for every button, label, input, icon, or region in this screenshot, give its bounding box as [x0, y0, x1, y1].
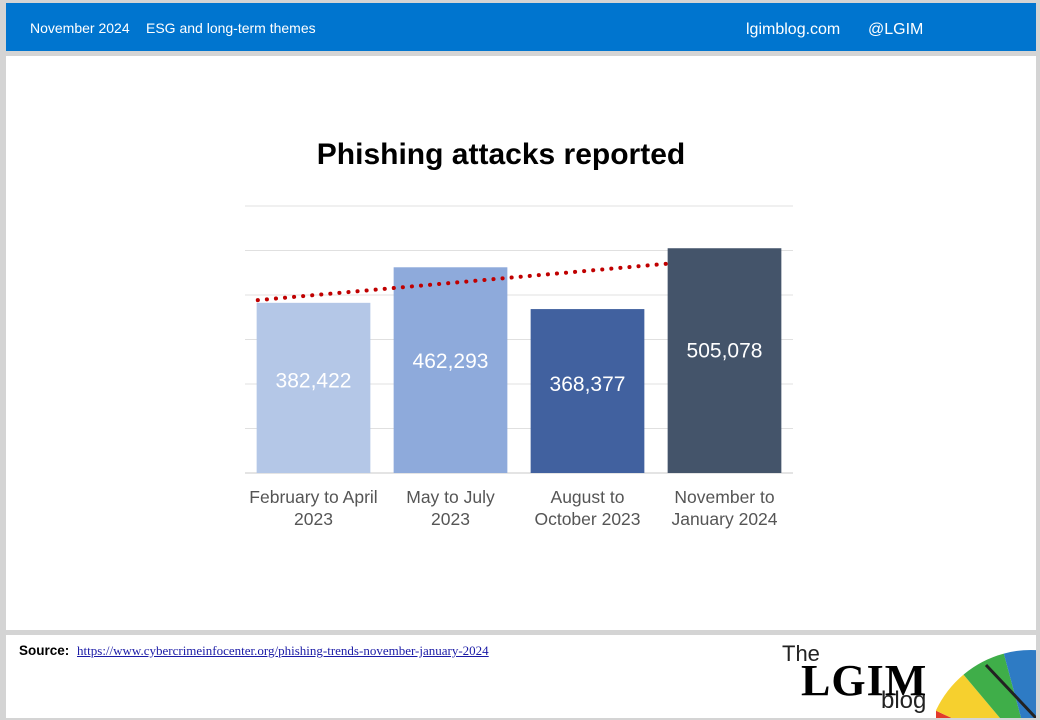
- bar: [393, 267, 508, 473]
- bar-data-label: 462,293: [413, 350, 489, 373]
- bar-data-label: 505,078: [687, 339, 763, 362]
- logo-lgim: LGIM: [801, 656, 928, 705]
- site-link[interactable]: lgimblog.com: [746, 21, 841, 38]
- bar-data-label: 382,422: [276, 369, 352, 392]
- x-tick-label: October 2023: [534, 509, 640, 529]
- source-link[interactable]: https://www.cybercrimeinfocenter.org/phi…: [77, 643, 489, 658]
- footer: Source: https://www.cybercrimeinfocenter…: [6, 635, 1036, 718]
- header-topic: ESG and long-term themes: [146, 20, 316, 36]
- source-line: Source: https://www.cybercrimeinfocenter…: [19, 643, 489, 659]
- x-tick-label: 2023: [431, 509, 470, 529]
- umbrella-segment: [1003, 650, 1036, 718]
- bar: [530, 309, 645, 473]
- source-label: Source:: [19, 643, 70, 658]
- bar: [256, 302, 371, 473]
- top-banner: November 2024 ESG and long-term themes l…: [6, 3, 1036, 51]
- trendline: [255, 261, 671, 303]
- logo-the: The: [782, 641, 820, 666]
- x-tick-label: November to: [674, 487, 774, 507]
- chart-panel: Phishing attacks reported 382,422 Februar…: [6, 56, 1036, 630]
- x-tick-label: January 2024: [671, 509, 777, 529]
- chart-title: Phishing attacks reported: [316, 138, 686, 171]
- umbrella-segment: [936, 674, 1000, 718]
- umbrella-logo-icon: [936, 650, 1036, 718]
- x-tick-label: August to: [551, 487, 625, 507]
- bar-data-label: 368,377: [550, 373, 626, 396]
- x-tick-label: 2023: [294, 509, 333, 529]
- umbrella-shaft: [984, 663, 1036, 718]
- x-tick-label: February to April: [249, 487, 377, 507]
- header-date: November 2024: [30, 20, 130, 36]
- x-tick-label: May to July: [406, 487, 495, 507]
- bar: [667, 248, 782, 473]
- logo-blog: blog: [881, 687, 927, 714]
- twitter-handle[interactable]: @LGIM: [868, 21, 924, 38]
- umbrella-segment: [963, 653, 1022, 718]
